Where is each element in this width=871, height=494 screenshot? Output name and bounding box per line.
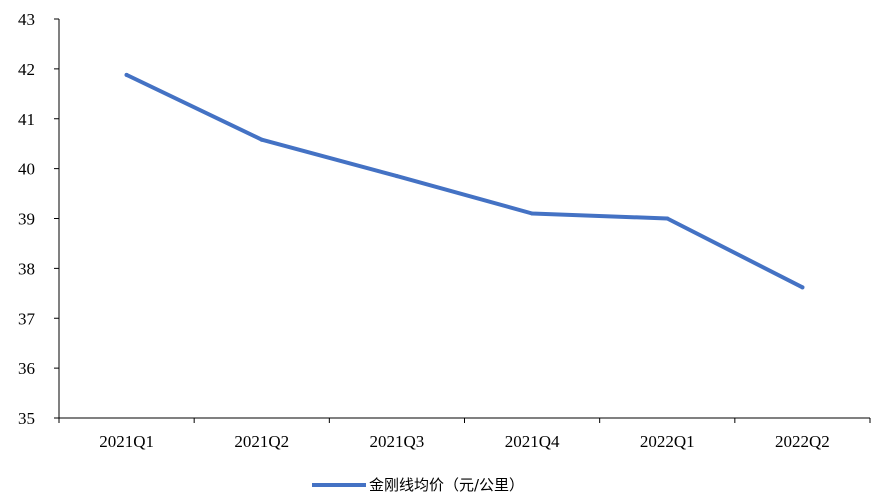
data-point bbox=[394, 174, 399, 179]
x-tick-label: 2022Q1 bbox=[640, 432, 695, 451]
y-tick-label: 41 bbox=[18, 110, 35, 129]
y-axis-ticks: 35 36 37 38 39 40 41 42 43 bbox=[18, 10, 59, 428]
legend-label: 金刚线均价（元/公里） bbox=[369, 476, 524, 494]
axes bbox=[58, 19, 870, 419]
x-tick-label: 2022Q2 bbox=[775, 432, 830, 451]
series-line bbox=[124, 72, 805, 290]
y-tick-label: 39 bbox=[18, 210, 35, 229]
x-tick-label: 2021Q2 bbox=[234, 432, 289, 451]
data-point bbox=[800, 285, 805, 290]
y-tick-label: 40 bbox=[18, 160, 35, 179]
x-tick-label: 2021Q4 bbox=[505, 432, 560, 451]
y-tick-label: 42 bbox=[18, 60, 35, 79]
x-axis-ticks: 2021Q1 2021Q2 2021Q3 2021Q4 2022Q1 2022Q2 bbox=[58, 418, 871, 451]
data-point bbox=[259, 137, 264, 142]
legend: 金刚线均价（元/公里） bbox=[312, 476, 524, 494]
x-tick-label: 2021Q1 bbox=[99, 432, 154, 451]
y-tick-label: 35 bbox=[18, 409, 35, 428]
data-point bbox=[530, 211, 535, 216]
y-tick-label: 37 bbox=[18, 309, 36, 328]
y-tick-label: 43 bbox=[18, 10, 35, 29]
data-point bbox=[665, 216, 670, 221]
x-tick-label: 2021Q3 bbox=[370, 432, 425, 451]
y-tick-label: 36 bbox=[18, 359, 35, 378]
y-tick-label: 38 bbox=[18, 259, 35, 278]
data-point bbox=[124, 72, 129, 77]
series-group bbox=[124, 72, 805, 290]
